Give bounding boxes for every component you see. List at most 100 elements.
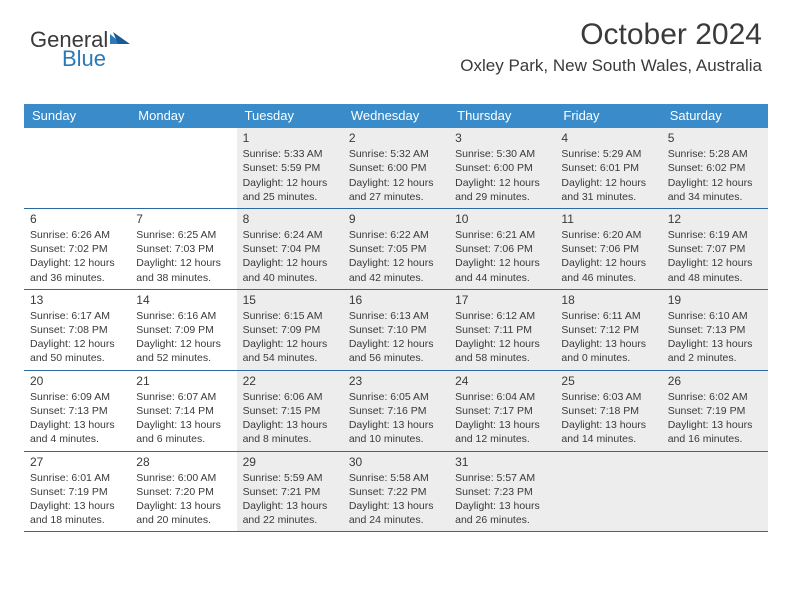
dow-cell: Sunday [24,104,130,128]
sunset-line: Sunset: 7:19 PM [668,404,764,418]
day-number: 21 [136,373,232,389]
day-cell: 2Sunrise: 5:32 AMSunset: 6:00 PMDaylight… [343,128,449,208]
sunrise-line: Sunrise: 5:32 AM [349,147,445,161]
daylight-line: Daylight: 12 hours and 29 minutes. [455,176,551,204]
daylight-line: Daylight: 12 hours and 42 minutes. [349,256,445,284]
day-number: 13 [30,292,126,308]
sunset-line: Sunset: 7:21 PM [243,485,339,499]
sunset-line: Sunset: 7:12 PM [561,323,657,337]
sunset-line: Sunset: 7:04 PM [243,242,339,256]
daylight-line: Daylight: 12 hours and 52 minutes. [136,337,232,365]
sunrise-line: Sunrise: 6:06 AM [243,390,339,404]
sunset-line: Sunset: 7:14 PM [136,404,232,418]
day-number: 1 [243,130,339,146]
day-cell: 26Sunrise: 6:02 AMSunset: 7:19 PMDayligh… [662,371,768,451]
sunrise-line: Sunrise: 6:03 AM [561,390,657,404]
sunset-line: Sunset: 5:59 PM [243,161,339,175]
sunrise-line: Sunrise: 6:13 AM [349,309,445,323]
day-cell [130,128,236,208]
daylight-line: Daylight: 12 hours and 48 minutes. [668,256,764,284]
day-cell: 14Sunrise: 6:16 AMSunset: 7:09 PMDayligh… [130,290,236,370]
day-number: 4 [561,130,657,146]
week-row: 27Sunrise: 6:01 AMSunset: 7:19 PMDayligh… [24,452,768,533]
week-row: 20Sunrise: 6:09 AMSunset: 7:13 PMDayligh… [24,371,768,452]
sunset-line: Sunset: 6:00 PM [455,161,551,175]
day-cell: 3Sunrise: 5:30 AMSunset: 6:00 PMDaylight… [449,128,555,208]
daylight-line: Daylight: 13 hours and 22 minutes. [243,499,339,527]
daylight-line: Daylight: 13 hours and 8 minutes. [243,418,339,446]
daylight-line: Daylight: 12 hours and 54 minutes. [243,337,339,365]
daylight-line: Daylight: 12 hours and 50 minutes. [30,337,126,365]
day-number: 5 [668,130,764,146]
sunrise-line: Sunrise: 6:26 AM [30,228,126,242]
sunset-line: Sunset: 7:05 PM [349,242,445,256]
daylight-line: Daylight: 12 hours and 44 minutes. [455,256,551,284]
day-number: 8 [243,211,339,227]
dow-cell: Wednesday [343,104,449,128]
sunset-line: Sunset: 7:10 PM [349,323,445,337]
sunrise-line: Sunrise: 6:01 AM [30,471,126,485]
day-number: 3 [455,130,551,146]
brand-part2: Blue [62,46,106,72]
week-row: 6Sunrise: 6:26 AMSunset: 7:02 PMDaylight… [24,209,768,290]
dow-cell: Tuesday [237,104,343,128]
day-cell: 30Sunrise: 5:58 AMSunset: 7:22 PMDayligh… [343,452,449,532]
day-cell: 29Sunrise: 5:59 AMSunset: 7:21 PMDayligh… [237,452,343,532]
day-cell: 8Sunrise: 6:24 AMSunset: 7:04 PMDaylight… [237,209,343,289]
sunset-line: Sunset: 7:09 PM [136,323,232,337]
sunset-line: Sunset: 6:01 PM [561,161,657,175]
sunset-line: Sunset: 7:06 PM [455,242,551,256]
day-number: 12 [668,211,764,227]
sunrise-line: Sunrise: 6:10 AM [668,309,764,323]
day-number: 17 [455,292,551,308]
sunset-line: Sunset: 7:02 PM [30,242,126,256]
sunrise-line: Sunrise: 5:28 AM [668,147,764,161]
day-cell: 5Sunrise: 5:28 AMSunset: 6:02 PMDaylight… [662,128,768,208]
dow-cell: Saturday [662,104,768,128]
day-cell: 24Sunrise: 6:04 AMSunset: 7:17 PMDayligh… [449,371,555,451]
sunrise-line: Sunrise: 6:12 AM [455,309,551,323]
daylight-line: Daylight: 12 hours and 36 minutes. [30,256,126,284]
day-number: 18 [561,292,657,308]
sunset-line: Sunset: 7:17 PM [455,404,551,418]
daylight-line: Daylight: 13 hours and 20 minutes. [136,499,232,527]
daylight-line: Daylight: 13 hours and 26 minutes. [455,499,551,527]
daylight-line: Daylight: 13 hours and 24 minutes. [349,499,445,527]
sunset-line: Sunset: 7:07 PM [668,242,764,256]
day-number: 16 [349,292,445,308]
day-cell [662,452,768,532]
daylight-line: Daylight: 13 hours and 14 minutes. [561,418,657,446]
day-number: 26 [668,373,764,389]
sunset-line: Sunset: 7:09 PM [243,323,339,337]
sunrise-line: Sunrise: 6:15 AM [243,309,339,323]
location-subtitle: Oxley Park, New South Wales, Australia [460,56,762,76]
brand-flag-icon [110,24,132,50]
day-number: 28 [136,454,232,470]
daylight-line: Daylight: 13 hours and 0 minutes. [561,337,657,365]
daylight-line: Daylight: 12 hours and 38 minutes. [136,256,232,284]
daylight-line: Daylight: 12 hours and 34 minutes. [668,176,764,204]
sunrise-line: Sunrise: 6:07 AM [136,390,232,404]
day-number: 29 [243,454,339,470]
day-number: 25 [561,373,657,389]
daylight-line: Daylight: 13 hours and 18 minutes. [30,499,126,527]
sunrise-line: Sunrise: 6:11 AM [561,309,657,323]
week-row: 13Sunrise: 6:17 AMSunset: 7:08 PMDayligh… [24,290,768,371]
sunrise-line: Sunrise: 6:05 AM [349,390,445,404]
day-cell: 10Sunrise: 6:21 AMSunset: 7:06 PMDayligh… [449,209,555,289]
daylight-line: Daylight: 13 hours and 12 minutes. [455,418,551,446]
day-number: 30 [349,454,445,470]
sunrise-line: Sunrise: 5:33 AM [243,147,339,161]
sunset-line: Sunset: 7:15 PM [243,404,339,418]
day-number: 31 [455,454,551,470]
day-cell: 12Sunrise: 6:19 AMSunset: 7:07 PMDayligh… [662,209,768,289]
day-cell [555,452,661,532]
sunrise-line: Sunrise: 6:16 AM [136,309,232,323]
sunrise-line: Sunrise: 6:19 AM [668,228,764,242]
sunset-line: Sunset: 7:06 PM [561,242,657,256]
day-cell: 11Sunrise: 6:20 AMSunset: 7:06 PMDayligh… [555,209,661,289]
day-cell: 20Sunrise: 6:09 AMSunset: 7:13 PMDayligh… [24,371,130,451]
day-cell: 31Sunrise: 5:57 AMSunset: 7:23 PMDayligh… [449,452,555,532]
day-cell: 27Sunrise: 6:01 AMSunset: 7:19 PMDayligh… [24,452,130,532]
sunrise-line: Sunrise: 6:22 AM [349,228,445,242]
